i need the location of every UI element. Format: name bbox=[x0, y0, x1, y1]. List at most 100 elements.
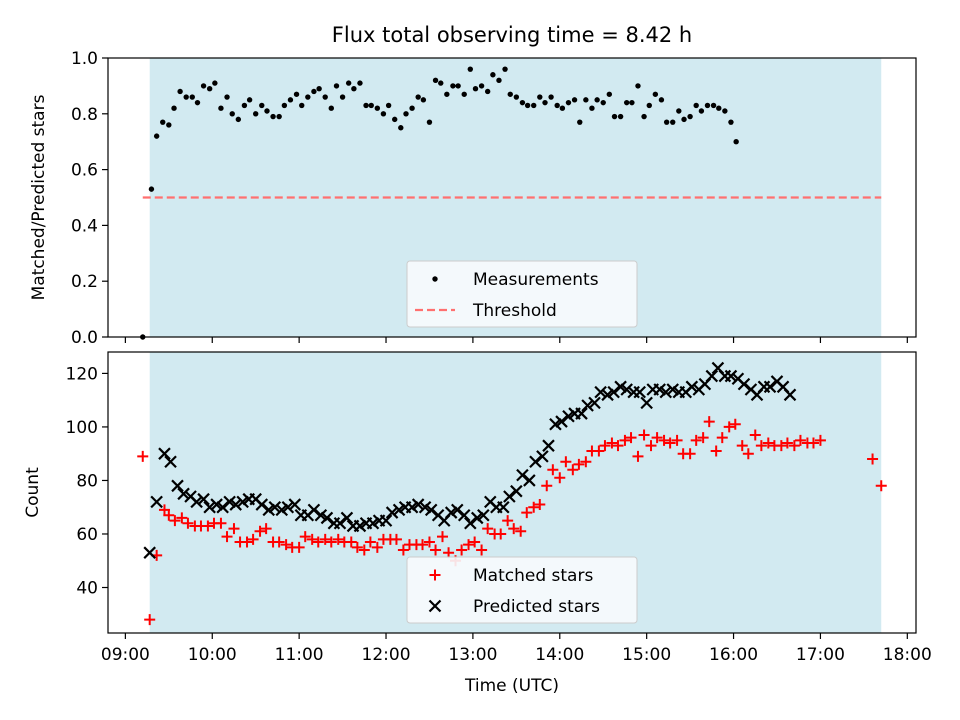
point-measurements bbox=[589, 105, 595, 111]
point-predicted-stars bbox=[150, 495, 163, 509]
point-predicted-stars bbox=[379, 514, 393, 527]
point-matched-stars bbox=[469, 536, 481, 548]
x-tick-label: 15:00 bbox=[622, 645, 671, 665]
x-tick-label: 09:00 bbox=[101, 645, 150, 665]
legend-marker-dot bbox=[432, 276, 438, 282]
point-predicted-stars bbox=[255, 498, 269, 511]
point-measurements bbox=[710, 102, 717, 109]
point-matched-stars bbox=[312, 536, 324, 548]
point-measurements bbox=[281, 102, 288, 109]
point-predicted-stars bbox=[685, 380, 699, 394]
point-matched-stars bbox=[807, 437, 819, 449]
point-measurements bbox=[554, 102, 560, 109]
point-measurements bbox=[206, 85, 213, 92]
point-matched-stars bbox=[664, 437, 676, 449]
bottom-x-axis: 09:00 10:00 11:00 12:00 13:00 14:00 15:00 16:00… bbox=[101, 633, 932, 665]
point-matched-stars bbox=[521, 507, 533, 519]
point-measurements bbox=[687, 113, 693, 120]
point-measurements bbox=[548, 94, 554, 100]
point-measurements bbox=[299, 102, 305, 109]
point-measurements bbox=[322, 94, 328, 100]
point-measurements bbox=[461, 91, 467, 97]
point-predicted-stars bbox=[411, 498, 425, 511]
point-predicted-stars bbox=[340, 511, 354, 525]
point-matched-stars bbox=[299, 531, 311, 543]
point-measurements bbox=[478, 83, 485, 89]
point-measurements bbox=[559, 105, 566, 111]
point-matched-stars bbox=[710, 445, 722, 457]
point-predicted-stars bbox=[523, 474, 536, 487]
point-measurements bbox=[670, 119, 676, 125]
point-predicted-stars bbox=[281, 500, 295, 514]
point-measurements bbox=[241, 102, 248, 109]
point-matched-stars bbox=[463, 539, 475, 551]
point-measurements bbox=[583, 97, 589, 103]
figure-title: Flux total observing time = 8.42 h bbox=[332, 23, 692, 47]
y-tick-label: 0.4 bbox=[71, 216, 98, 236]
x-tick-label: 14:00 bbox=[535, 645, 584, 665]
point-matched-stars bbox=[241, 536, 253, 548]
top-legend-box bbox=[406, 260, 638, 328]
point-measurements bbox=[698, 108, 705, 114]
legend-label-measurements: Measurements bbox=[473, 270, 599, 290]
point-measurements bbox=[426, 119, 433, 125]
point-measurements bbox=[224, 94, 230, 100]
point-matched-stars bbox=[515, 525, 527, 537]
point-predicted-stars bbox=[529, 455, 542, 469]
point-predicted-stars bbox=[575, 407, 588, 420]
point-matched-stars bbox=[280, 539, 292, 551]
point-measurements bbox=[368, 102, 374, 109]
point-matched-stars bbox=[775, 440, 787, 452]
point-measurements bbox=[542, 99, 548, 106]
point-measurements bbox=[246, 97, 253, 103]
point-predicted-stars bbox=[450, 503, 464, 517]
point-predicted-stars bbox=[581, 399, 594, 412]
point-measurements bbox=[658, 97, 665, 103]
point-predicted-stars bbox=[724, 369, 738, 383]
point-matched-stars bbox=[580, 456, 592, 468]
point-predicted-stars bbox=[164, 455, 177, 469]
point-predicted-stars bbox=[320, 511, 334, 525]
x-tick-label: 10:00 bbox=[188, 645, 237, 665]
point-measurements bbox=[194, 99, 201, 106]
point-matched-stars bbox=[397, 544, 409, 556]
point-matched-stars bbox=[658, 434, 670, 446]
point-measurements bbox=[160, 119, 166, 125]
point-measurements bbox=[328, 105, 334, 111]
point-matched-stars bbox=[332, 533, 344, 545]
point-matched-stars bbox=[867, 453, 879, 465]
point-measurements bbox=[415, 94, 421, 100]
top-x-ticks bbox=[124, 337, 908, 343]
point-matched-stars bbox=[371, 541, 383, 553]
point-matched-stars bbox=[645, 440, 657, 452]
point-matched-stars bbox=[528, 501, 540, 513]
point-measurements bbox=[641, 113, 647, 120]
point-predicted-stars bbox=[177, 487, 190, 501]
point-matched-stars bbox=[456, 544, 468, 556]
point-matched-stars bbox=[390, 533, 402, 545]
point-matched-stars bbox=[443, 547, 455, 559]
point-matched-stars bbox=[228, 523, 240, 535]
point-measurements bbox=[484, 88, 491, 95]
point-measurements bbox=[472, 85, 479, 92]
point-measurements bbox=[264, 108, 270, 114]
point-measurements bbox=[287, 97, 294, 103]
legend-key-measurements bbox=[432, 276, 438, 282]
point-matched-stars bbox=[547, 464, 559, 476]
legend-marker-x bbox=[428, 599, 442, 613]
point-measurements bbox=[200, 83, 207, 89]
point-measurements bbox=[502, 66, 508, 72]
legend-label-predicted-stars: Predicted stars bbox=[473, 597, 600, 617]
point-matched-stars bbox=[736, 440, 748, 452]
point-predicted-stars bbox=[307, 503, 321, 517]
point-predicted-stars bbox=[268, 500, 282, 514]
point-predicted-stars bbox=[190, 495, 203, 509]
legend-label-matched-stars: Matched stars bbox=[473, 566, 593, 586]
point-predicted-stars bbox=[542, 439, 555, 452]
point-matched-stars bbox=[593, 445, 605, 457]
point-matched-stars bbox=[625, 432, 637, 444]
point-matched-stars bbox=[814, 434, 826, 446]
point-measurements bbox=[438, 80, 444, 86]
y-tick-label: 60 bbox=[76, 525, 98, 545]
